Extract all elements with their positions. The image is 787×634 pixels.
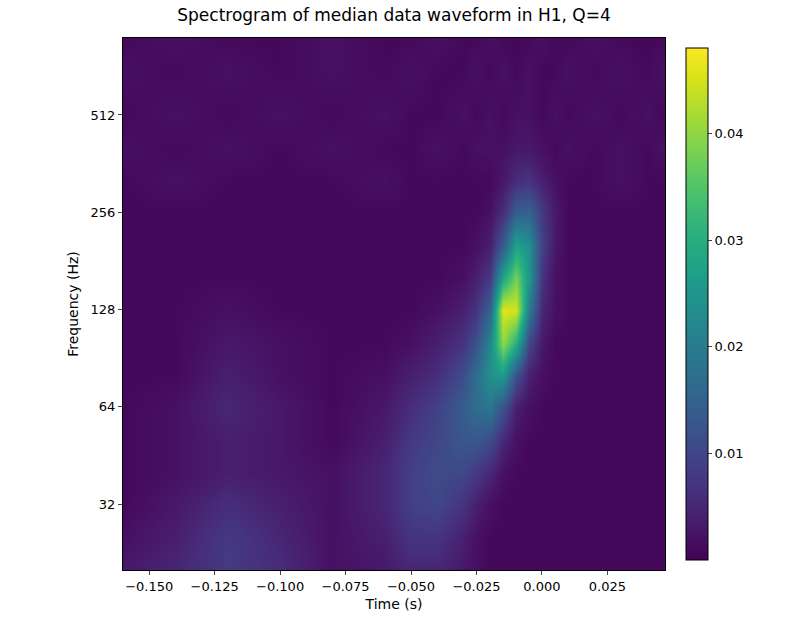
svg-text:Frequency (Hz): Frequency (Hz) — [65, 251, 81, 357]
svg-text:Spectrogram of median data wav: Spectrogram of median data waveform in H… — [177, 5, 610, 25]
svg-text:Time (s): Time (s) — [365, 596, 423, 612]
svg-text:−0.025: −0.025 — [452, 579, 500, 594]
svg-text:−0.125: −0.125 — [191, 579, 239, 594]
svg-text:−0.100: −0.100 — [256, 579, 304, 594]
svg-text:512: 512 — [91, 108, 116, 123]
svg-text:−0.075: −0.075 — [322, 579, 370, 594]
svg-text:0.03: 0.03 — [715, 233, 744, 248]
svg-text:128: 128 — [91, 302, 116, 317]
svg-text:−0.050: −0.050 — [387, 579, 435, 594]
svg-text:0.025: 0.025 — [589, 579, 626, 594]
svg-text:32: 32 — [99, 497, 116, 512]
svg-text:64: 64 — [99, 399, 116, 414]
svg-text:0.04: 0.04 — [715, 126, 744, 141]
svg-text:0.01: 0.01 — [715, 446, 744, 461]
svg-text:−0.150: −0.150 — [125, 579, 173, 594]
svg-text:0.02: 0.02 — [715, 339, 744, 354]
svg-text:0.000: 0.000 — [523, 579, 560, 594]
svg-text:256: 256 — [91, 205, 116, 220]
